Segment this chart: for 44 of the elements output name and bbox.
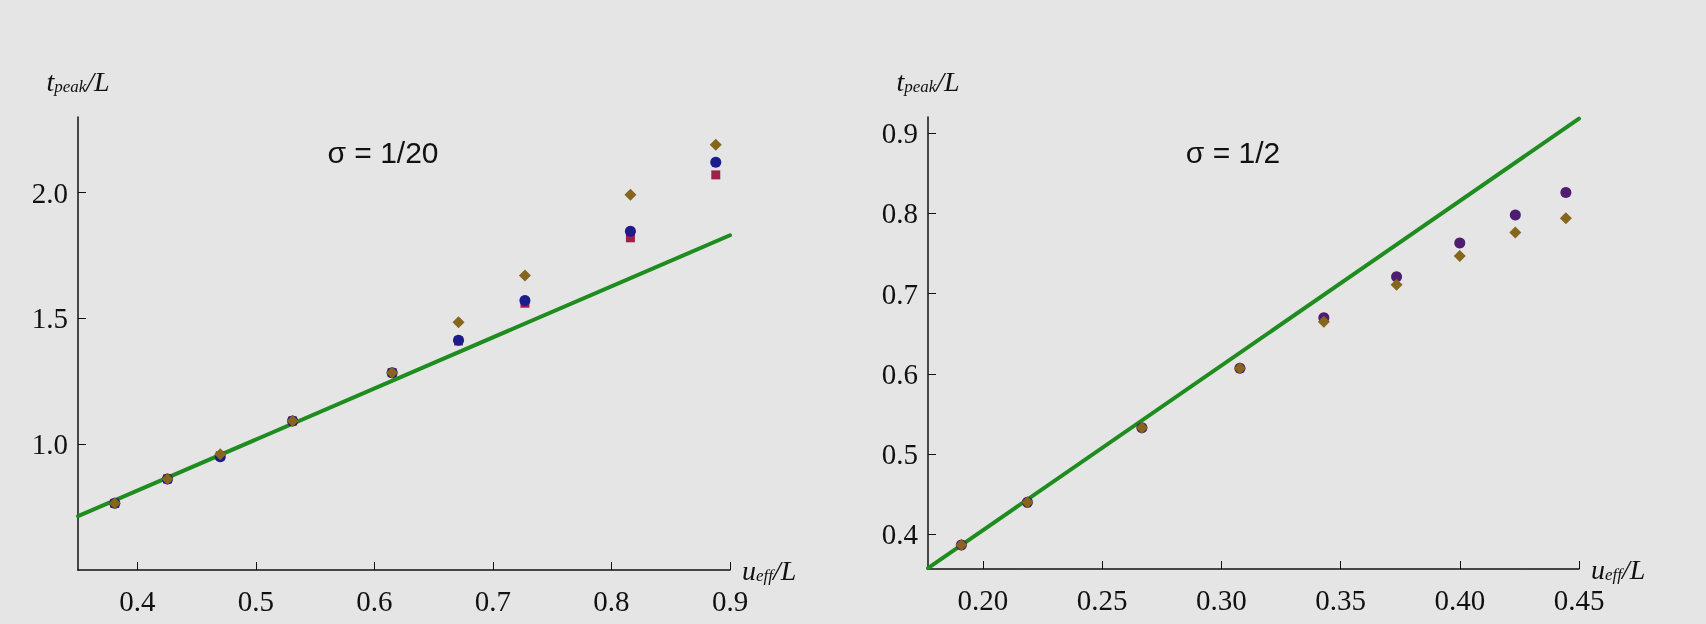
y-tick-label: 0.6 <box>881 357 918 390</box>
point <box>1454 237 1466 249</box>
x-tick-label: 0.20 <box>957 583 1009 616</box>
point <box>518 269 531 282</box>
x-tick-label: 0.7 <box>474 584 512 617</box>
point <box>1453 249 1466 262</box>
x-tick-label: 0.5 <box>237 584 274 617</box>
point <box>519 294 531 306</box>
point <box>452 316 465 329</box>
y-tick-label: 0.4 <box>881 518 919 551</box>
y-axis-title: tpeak/L <box>46 65 110 97</box>
y-axis-title: tpeak/L <box>896 65 960 97</box>
x-tick-label: 0.6 <box>356 584 393 617</box>
y-tick-label: 1.5 <box>31 302 68 335</box>
point <box>711 170 721 180</box>
x-tick-label: 0.9 <box>711 584 749 617</box>
y-tick-label: 0.7 <box>881 277 918 310</box>
point <box>1559 212 1572 225</box>
point <box>1509 226 1522 239</box>
x-axis-title: ueff/L <box>742 554 797 586</box>
point <box>709 138 722 151</box>
y-tick-label: 2.0 <box>31 176 68 209</box>
point <box>624 188 637 201</box>
x-axis-title: ueff/L <box>1591 553 1646 585</box>
point <box>624 225 636 237</box>
y-tick-label: 0.5 <box>881 438 918 471</box>
text: σ = 1/20 <box>327 135 439 169</box>
x-tick-label: 0.30 <box>1195 583 1247 616</box>
x-tick-label: 0.40 <box>1434 583 1486 616</box>
y-tick-label: 0.9 <box>881 117 918 150</box>
point <box>1509 209 1521 221</box>
point <box>1391 271 1403 283</box>
x-tick-label: 0.25 <box>1076 583 1128 616</box>
text: σ = 1/2 <box>1185 135 1281 169</box>
point <box>1560 186 1572 198</box>
y-tick-label: 0.8 <box>881 197 918 230</box>
y-tick-label: 1.0 <box>31 428 68 461</box>
point <box>710 156 722 168</box>
x-tick-label: 0.35 <box>1315 583 1366 616</box>
point <box>1390 278 1403 291</box>
x-tick-label: 0.45 <box>1553 583 1605 616</box>
point <box>1317 315 1330 328</box>
x-tick-label: 0.4 <box>119 584 156 617</box>
x-tick-label: 0.8 <box>593 584 630 617</box>
